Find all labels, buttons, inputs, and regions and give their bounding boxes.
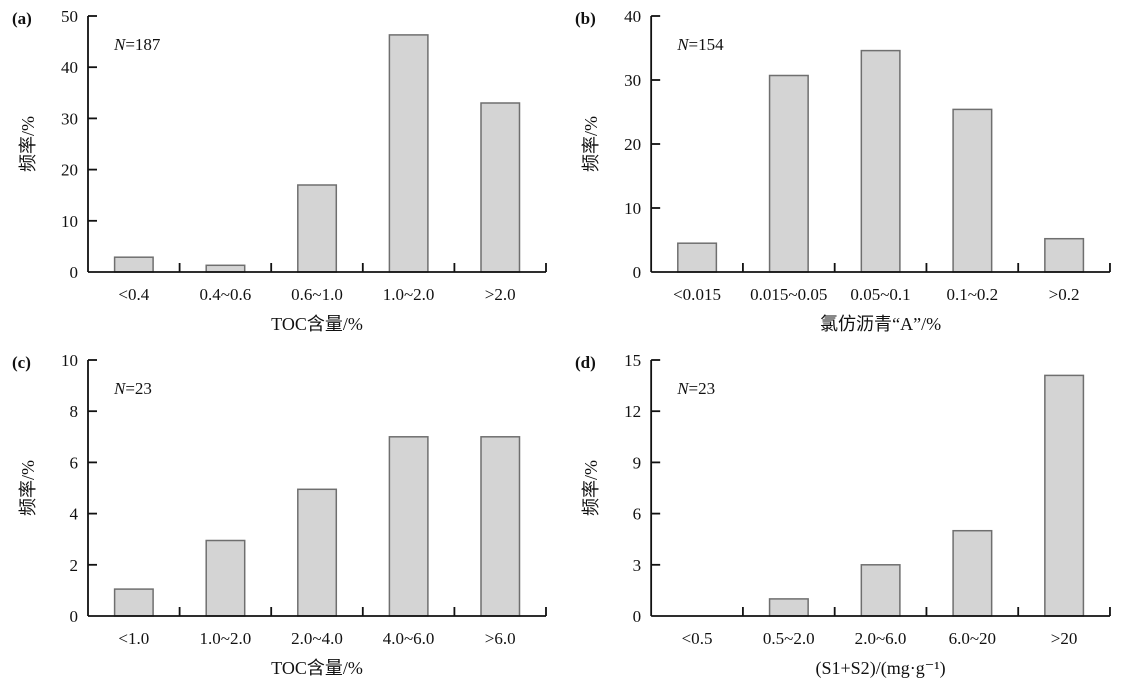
x-category-label: 0.5~2.0 (763, 629, 815, 648)
y-tick-label: 0 (70, 607, 79, 626)
y-tick-label: 4 (70, 505, 79, 524)
y-axis-title: 频率/% (581, 116, 601, 172)
y-tick-label: 12 (624, 402, 641, 421)
bars (768, 374, 1085, 617)
panel-letter: (b) (575, 9, 596, 28)
bar (860, 564, 901, 617)
x-category-label: 0.6~1.0 (291, 285, 343, 304)
y-tick-label: 50 (61, 7, 78, 26)
axes: 0 2 4 6 8 10 <1.0 1.0~2.0 2.0~4.0 4.0~6.0 >6.0 TOC含… (12, 351, 547, 678)
x-axis-title: (S1+S2)/(mg·g⁻¹) (815, 658, 945, 679)
bar (113, 588, 154, 617)
axes: 0 10 20 30 40 <0.015 0.015~0.05 0.05~0.1 0.1~0.2… (575, 7, 1111, 334)
x-category-label: 6.0~20 (949, 629, 996, 648)
panel-b: 0 10 20 30 40 <0.015 0.015~0.05 0.05~0.1 0.1~0.2… (563, 0, 1127, 344)
y-tick-label: 10 (61, 351, 78, 370)
bar (860, 49, 901, 273)
x-category-label: >20 (1051, 629, 1078, 648)
bar (388, 34, 429, 273)
x-category-label: <0.015 (673, 285, 721, 304)
y-tick-label: 0 (633, 607, 642, 626)
bars (677, 49, 1085, 273)
bar (1044, 374, 1085, 617)
x-category-label: 4.0~6.0 (383, 629, 435, 648)
sample-size-label: N=187 (113, 35, 161, 54)
sample-size-label: N=23 (113, 379, 152, 398)
x-category-label: 0.1~0.2 (946, 285, 998, 304)
y-tick-label: 8 (70, 402, 79, 421)
bar-chart-a: 0 10 20 30 40 50 <0.4 0.4~0.6 0.6~1.0 1.0~2.0 >2.0… (12, 7, 547, 334)
x-axis-title: TOC含量/% (271, 314, 363, 334)
x-category-label: 0.015~0.05 (750, 285, 827, 304)
y-tick-label: 20 (624, 135, 641, 154)
y-axis-title: 频率/% (18, 116, 38, 172)
y-tick-label: 6 (633, 505, 642, 524)
bars (113, 436, 521, 617)
bars (113, 34, 521, 273)
y-axis-title: 频率/% (18, 460, 38, 516)
x-category-label: <1.0 (118, 629, 149, 648)
y-tick-label: 30 (624, 71, 641, 90)
x-axis-title: TOC含量/% (271, 658, 363, 678)
x-category-label: 2.0~4.0 (291, 629, 343, 648)
bar (768, 598, 809, 617)
y-tick-label: 3 (633, 556, 642, 575)
x-category-label: 0.05~0.1 (850, 285, 910, 304)
x-category-label: >6.0 (485, 629, 516, 648)
sample-size-label: N=23 (676, 379, 715, 398)
y-tick-label: 6 (70, 453, 79, 472)
x-category-label: 1.0~2.0 (200, 629, 252, 648)
x-category-label: >0.2 (1049, 285, 1080, 304)
x-category-label: 0.4~0.6 (200, 285, 252, 304)
bar (1044, 237, 1085, 273)
panel-letter: (d) (575, 353, 596, 372)
bar (480, 102, 521, 273)
sample-size-label: N=154 (676, 35, 724, 54)
x-category-label: 1.0~2.0 (383, 285, 435, 304)
y-tick-label: 20 (61, 161, 78, 180)
bar (768, 74, 809, 273)
y-tick-label: 0 (633, 263, 642, 282)
x-category-label: <0.4 (118, 285, 149, 304)
bar (205, 539, 246, 617)
axes: 0 3 6 9 12 15 <0.5 0.5~2.0 2.0~6.0 6.0~20 >20 (S1+S… (575, 351, 1111, 679)
panel-a: 0 10 20 30 40 50 <0.4 0.4~0.6 0.6~1.0 1.0~2.0 >2.0… (0, 0, 563, 344)
y-tick-label: 9 (633, 453, 642, 472)
y-tick-label: 2 (70, 556, 79, 575)
bar (297, 184, 338, 273)
bar (480, 436, 521, 617)
axes: 0 10 20 30 40 50 <0.4 0.4~0.6 0.6~1.0 1.0~2.0 >2.0… (12, 7, 547, 334)
x-category-label: <0.5 (682, 629, 713, 648)
panel-d: 0 3 6 9 12 15 <0.5 0.5~2.0 2.0~6.0 6.0~20 >20 (S1+S… (563, 344, 1127, 688)
bar (952, 529, 993, 617)
x-category-label: >2.0 (485, 285, 516, 304)
bar (952, 108, 993, 273)
bar-chart-b: 0 10 20 30 40 <0.015 0.015~0.05 0.05~0.1 0.1~0.2… (575, 7, 1111, 334)
panel-letter: (a) (12, 9, 32, 28)
panel-letter: (c) (12, 353, 31, 372)
bar (205, 264, 246, 273)
bar-chart-c: 0 2 4 6 8 10 <1.0 1.0~2.0 2.0~4.0 4.0~6.0 >6.0 TOC含… (12, 351, 547, 678)
y-tick-label: 30 (61, 109, 78, 128)
x-axis-title: 氯仿沥青“A”/% (820, 314, 941, 334)
bar-chart-d: 0 3 6 9 12 15 <0.5 0.5~2.0 2.0~6.0 6.0~20 >20 (S1+S… (575, 351, 1111, 679)
y-tick-label: 0 (70, 263, 79, 282)
y-tick-label: 10 (624, 199, 641, 218)
y-tick-label: 40 (61, 58, 78, 77)
bar (388, 436, 429, 617)
panel-c: 0 2 4 6 8 10 <1.0 1.0~2.0 2.0~4.0 4.0~6.0 >6.0 TOC含… (0, 344, 563, 688)
y-tick-label: 15 (624, 351, 641, 370)
bar (113, 256, 154, 273)
bar (297, 488, 338, 617)
bar (677, 242, 718, 273)
y-tick-label: 10 (61, 212, 78, 231)
x-category-label: 2.0~6.0 (855, 629, 907, 648)
y-axis-title: 频率/% (581, 460, 601, 516)
y-tick-label: 40 (624, 7, 641, 26)
